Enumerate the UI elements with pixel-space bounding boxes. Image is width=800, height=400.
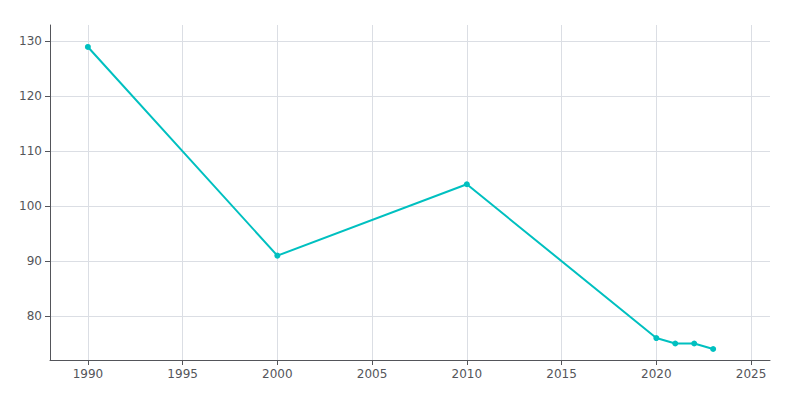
- svg-text:2025: 2025: [736, 367, 767, 381]
- svg-text:100: 100: [19, 199, 42, 213]
- svg-text:1995: 1995: [167, 367, 198, 381]
- svg-text:2000: 2000: [262, 367, 293, 381]
- svg-text:1990: 1990: [73, 367, 104, 381]
- svg-text:80: 80: [27, 309, 42, 323]
- svg-text:2020: 2020: [641, 367, 672, 381]
- svg-text:2015: 2015: [546, 367, 577, 381]
- svg-text:2010: 2010: [452, 367, 483, 381]
- svg-text:90: 90: [27, 254, 42, 268]
- svg-text:130: 130: [19, 34, 42, 48]
- svg-text:110: 110: [19, 144, 42, 158]
- svg-text:120: 120: [19, 89, 42, 103]
- svg-text:2005: 2005: [357, 367, 388, 381]
